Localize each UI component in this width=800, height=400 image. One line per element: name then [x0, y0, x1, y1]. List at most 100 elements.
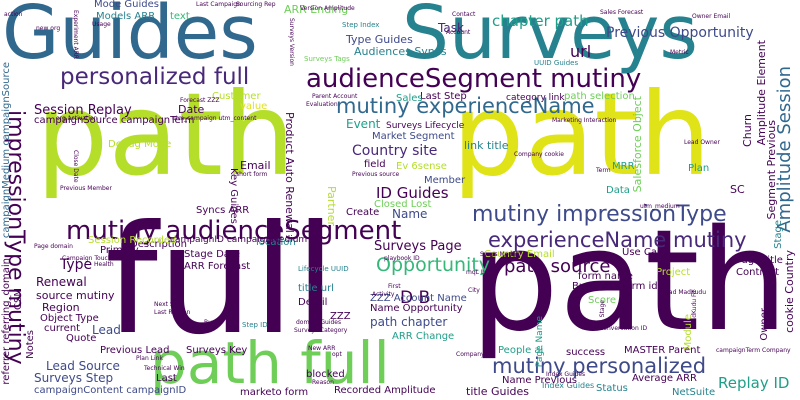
word-small-48: conversation ID	[600, 325, 648, 332]
word-small-27: Lead MadKudu	[662, 289, 707, 296]
word-surveys: Surveys	[402, 0, 698, 76]
word-path-right: path	[452, 68, 712, 201]
word-experiencename-mutiny: experienceName mutiny	[488, 228, 747, 252]
word-project: Project	[656, 267, 691, 278]
word-arr-ending: ARR Ending	[284, 3, 349, 16]
word-small-34: domain Guides	[296, 319, 342, 326]
word-small-12: Evaluation	[306, 101, 338, 108]
word-value: value	[240, 101, 268, 112]
word-primary: Primary	[100, 245, 139, 256]
word-member: Member	[424, 175, 466, 186]
word-path-selection: path selection	[564, 91, 635, 102]
word-small-4: Owner Email	[692, 13, 731, 20]
word-detail: Detail	[298, 297, 328, 308]
word-small-41: campaignTerm Company	[716, 347, 791, 354]
word-form-id: form id	[622, 281, 658, 292]
word-referrer-domain: referrer referring_domain	[1, 258, 12, 385]
word-campaign-content-id: campaignContent campaignID	[34, 385, 187, 396]
word-campaign-medium-source: campaignMedium campaignSource	[1, 62, 12, 239]
word-surveys-key: Surveys Key	[186, 345, 248, 356]
word-small-15: utm_campaign utm_content	[172, 115, 257, 122]
word-small-25: playbook ID	[384, 255, 420, 262]
word-path-full: path full	[150, 329, 390, 397]
word-salesforce-object: Salesforce Object	[631, 96, 644, 193]
word-opportunity: Opportunity	[376, 254, 491, 276]
word-small-29: Last Reason	[154, 309, 191, 316]
word-small-11: Lead Owner	[684, 139, 720, 146]
word-small-57: mqL Lead	[466, 269, 496, 276]
word-renewal: Renewal	[36, 275, 87, 289]
word-small-28: Next Step	[154, 301, 184, 308]
word-small-5: Sourcing Rep	[236, 1, 276, 8]
word-small-54: Experiment ARR	[72, 10, 79, 60]
word-task: Task	[438, 21, 464, 35]
word-netsuite: NetSuite	[672, 387, 716, 398]
word-text: text	[170, 11, 190, 22]
word-small-47: Stage	[599, 300, 606, 318]
word-small-45: City	[468, 287, 480, 294]
word-campaign-id-medium: campaignID campaignMedium	[170, 235, 308, 245]
word-small-52: Usage	[92, 21, 111, 28]
word-current: current	[44, 323, 81, 334]
word-small-38: Technical Win	[144, 365, 185, 372]
word-small-23: Campaign Touch	[62, 255, 112, 262]
word-small-6: Last Campaign	[196, 1, 241, 8]
word-small-55: Sales Forecast	[600, 9, 644, 16]
word-sales: Sales	[396, 93, 423, 104]
word-field: field	[364, 159, 386, 170]
word-region: Region	[42, 301, 80, 314]
word-sc: SC	[730, 183, 745, 196]
word-path-bottom: path	[470, 200, 789, 363]
word-audiencesegment-mutiny: audienceSegment mutiny	[306, 64, 642, 94]
word-small-36: New ARR	[308, 345, 336, 352]
word-name-opportunity: Name Opportunity	[370, 303, 463, 314]
word-url: url	[570, 42, 592, 61]
word-small-49: Activity	[372, 291, 395, 298]
word-small-9: Surveys Tags	[304, 55, 350, 63]
word-use-case: Use Case	[622, 247, 669, 258]
word-small-32: Lifecycle UUID	[298, 265, 349, 273]
word-small-1: action	[4, 11, 23, 18]
word-key-guides: Key Guides	[228, 168, 239, 224]
word-last-step: Last Step	[420, 91, 467, 102]
word-category-link: category link	[506, 93, 565, 103]
word-plan: Plan	[688, 163, 710, 174]
word-small-39: Plan Link	[136, 355, 163, 362]
word-master-parent: MASTER Parent	[624, 345, 701, 356]
word-mrr: MRR	[612, 161, 635, 172]
word-path-source: path source	[504, 256, 611, 277]
word-mutiny-experiencename: mutiny experienceName	[336, 94, 595, 118]
word-type: Type	[60, 257, 93, 273]
word-previous-lead: Previous Lead	[100, 345, 170, 356]
word-small-30: Buy	[204, 319, 216, 326]
word-small-3: Contact	[452, 11, 476, 18]
word-customer: Customer	[212, 91, 261, 102]
word-replay-id: Replay ID	[718, 374, 790, 392]
word-status: Status	[596, 383, 628, 394]
word-name: Name	[392, 207, 428, 221]
word-small-26: Syncs Model	[480, 251, 518, 258]
word-notes: Notes	[25, 330, 36, 359]
word-country-email: Country Email	[484, 249, 555, 260]
word-lead: Lead	[92, 323, 121, 337]
word-event: Event	[346, 117, 381, 131]
word-recorded-amplitude: Recorded Amplitude	[334, 385, 436, 396]
word-surveys-step: Surveys Step	[34, 371, 114, 385]
word-ev-6sense: Ev 6sense	[396, 161, 447, 172]
word-name-previous: Name Previous	[502, 375, 577, 386]
word-closed-lost: Closed Lost	[374, 199, 432, 210]
word-small-44: Index Guides	[546, 371, 586, 378]
word-small-7: Step Index	[342, 21, 380, 29]
word-small-10: Metric	[670, 49, 689, 56]
word-index-guides: Index Guides	[542, 381, 595, 390]
word-mutiny-audiencesegment: mutiny audienceSegment	[66, 216, 402, 246]
word-stage-date: Stage Date	[184, 249, 240, 260]
word-impressiontype-mutiny: impressionType mutiny	[3, 110, 28, 365]
word-small-24: Health	[94, 261, 114, 268]
word-previous-opportunity: Previous Opportunity	[606, 25, 754, 41]
word-csm: CSM	[13, 288, 24, 310]
word-small-40: Company	[456, 351, 485, 358]
word-title-guides: title Guides	[466, 385, 530, 398]
word-cookie-country: cookie Country	[783, 250, 796, 333]
